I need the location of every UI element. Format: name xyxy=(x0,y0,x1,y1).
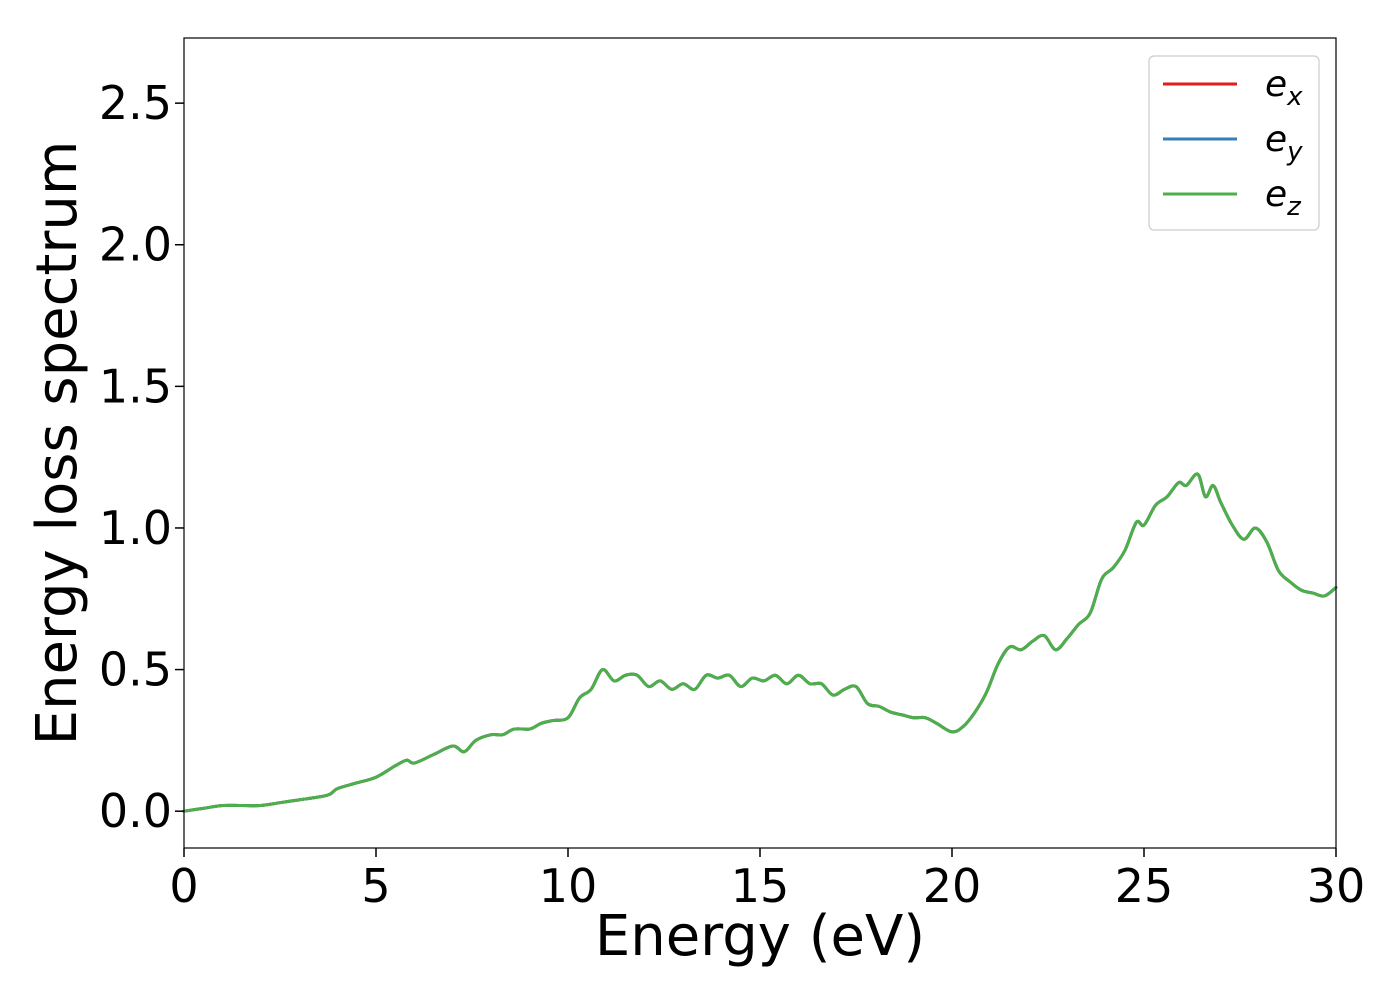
series-line-e-z xyxy=(182,472,1338,813)
x-tick-label: 30 xyxy=(1307,859,1366,913)
y-axis: 0.0 0.5 1.0 1.5 2.0 2.5 xyxy=(99,76,184,838)
x-tick-label: 5 xyxy=(361,859,390,913)
series-layer xyxy=(182,472,1338,813)
x-tick-label: 10 xyxy=(539,859,598,913)
x-tick-label: 15 xyxy=(731,859,790,913)
y-tick-label: 0.0 xyxy=(99,784,172,838)
x-axis: 0 5 10 15 20 25 30 xyxy=(169,848,1365,913)
x-axis-label: Energy (eV) xyxy=(595,904,925,969)
legend-box xyxy=(1148,55,1320,231)
y-tick-label: 0.5 xyxy=(99,643,172,697)
y-tick-label: 1.5 xyxy=(99,359,172,413)
x-tick-label: 0 xyxy=(169,859,198,913)
y-tick-label: 1.0 xyxy=(99,501,172,555)
y-axis-label: Energy loss spectrum xyxy=(25,141,90,746)
y-tick-label: 2.5 xyxy=(99,76,172,130)
y-tick-label: 2.0 xyxy=(99,218,172,272)
x-tick-label: 20 xyxy=(923,859,982,913)
x-tick-label: 25 xyxy=(1115,859,1174,913)
